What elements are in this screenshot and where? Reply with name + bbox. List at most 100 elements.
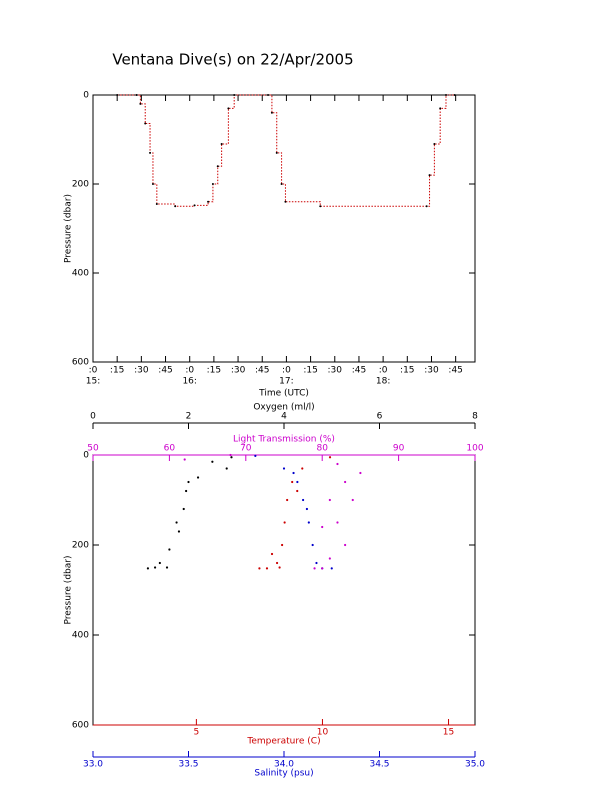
data-point xyxy=(359,471,362,475)
data-point xyxy=(328,498,331,502)
x-axis-title: Time (UTC) xyxy=(258,389,309,399)
profile-point xyxy=(116,94,119,96)
profile-point xyxy=(280,183,283,185)
data-point xyxy=(182,507,185,511)
data-point xyxy=(282,467,286,470)
x-tick-label: 33.5 xyxy=(178,760,198,770)
x-tick-label: 80 xyxy=(316,444,328,454)
data-point xyxy=(211,460,214,463)
data-point xyxy=(330,567,333,570)
x-tick-label: 35.0 xyxy=(465,760,485,770)
x-tick-label: 5 xyxy=(194,728,200,738)
data-point xyxy=(283,521,286,524)
x-tick-label: :45 xyxy=(158,366,172,376)
data-point xyxy=(230,456,233,459)
data-point xyxy=(146,567,150,570)
x-tick-label: 50 xyxy=(87,444,99,454)
x-tick-label: :30 xyxy=(328,366,343,376)
profile-point xyxy=(207,200,210,203)
x-tick-label: 6 xyxy=(377,412,383,422)
data-point xyxy=(344,543,347,547)
data-point xyxy=(183,458,186,461)
data-point xyxy=(270,552,274,556)
data-point xyxy=(254,454,257,457)
chart-title: Ventana Dive(s) on 22/Apr/2005 xyxy=(112,51,353,69)
profile-point xyxy=(267,94,270,96)
profile-point xyxy=(220,142,223,145)
profile-point xyxy=(453,94,456,96)
data-point xyxy=(229,453,232,457)
y-tick-label: 600 xyxy=(72,721,89,731)
data-point xyxy=(292,471,295,475)
profile-point xyxy=(439,107,442,110)
data-point xyxy=(168,548,171,551)
profile-point xyxy=(144,122,147,125)
data-point xyxy=(225,467,228,470)
x-axis-title: Salinity (psu) xyxy=(254,769,313,779)
profile-point xyxy=(216,165,219,168)
hour-label: 17: xyxy=(279,377,293,387)
profile-point xyxy=(319,205,322,208)
data-point xyxy=(275,561,279,565)
data-point xyxy=(302,498,305,502)
x-tick-label: 34.0 xyxy=(274,760,294,770)
x-tick-label: :15 xyxy=(207,366,221,376)
x-tick-label: 33.0 xyxy=(83,760,103,770)
profile-point xyxy=(270,111,273,114)
data-point xyxy=(313,567,316,570)
x-tick-label: 70 xyxy=(240,444,252,454)
x-tick-label: :0 xyxy=(282,366,291,376)
y-axis-title: Pressure (dbar) xyxy=(64,556,74,625)
data-point xyxy=(165,566,169,569)
data-point xyxy=(265,567,269,570)
profile-point xyxy=(444,94,447,96)
x-axis-title: Light Transmission (%) xyxy=(233,435,335,445)
x-tick-label: :15 xyxy=(110,366,124,376)
y-tick-label: 200 xyxy=(72,541,89,551)
data-point xyxy=(187,480,190,484)
profile-point xyxy=(193,204,196,207)
x-tick-label: 15 xyxy=(443,728,454,738)
data-point xyxy=(153,566,157,569)
data-point xyxy=(296,489,299,493)
x-tick-label: 4 xyxy=(281,412,287,422)
data-point xyxy=(158,561,161,565)
x-tick-label: 8 xyxy=(472,412,478,422)
data-point xyxy=(177,530,181,533)
hour-label: 16: xyxy=(182,377,196,387)
y-tick-label: 400 xyxy=(72,631,89,641)
data-point xyxy=(278,566,281,569)
x-tick-label: 0 xyxy=(90,412,96,422)
profile-point xyxy=(135,94,138,96)
y-tick-label: 0 xyxy=(83,451,89,461)
x-tick-label: :30 xyxy=(424,366,439,376)
profile-point xyxy=(151,183,154,185)
x-tick-label: :15 xyxy=(400,366,414,376)
hour-label: 15: xyxy=(86,377,100,387)
y-tick-label: 600 xyxy=(72,358,89,368)
profile-point xyxy=(425,205,428,208)
profile-point xyxy=(227,107,230,110)
data-point xyxy=(291,480,294,484)
profile-point xyxy=(155,203,158,206)
data-point xyxy=(175,521,178,524)
data-point xyxy=(328,557,331,560)
x-axis-title: Temperature (C) xyxy=(246,737,320,747)
data-point xyxy=(301,467,304,470)
profile-point xyxy=(149,151,152,154)
x-tick-label: 100 xyxy=(466,444,483,454)
x-tick-label: :15 xyxy=(303,366,317,376)
data-point xyxy=(196,476,200,479)
data-point xyxy=(296,480,299,484)
profile-point xyxy=(433,142,436,145)
data-point xyxy=(321,567,324,570)
plot-frame xyxy=(92,94,476,363)
data-point xyxy=(321,525,324,529)
profile-point xyxy=(275,151,278,154)
data-point xyxy=(315,561,318,565)
data-point xyxy=(328,456,332,459)
x-tick-label: 90 xyxy=(393,444,405,454)
